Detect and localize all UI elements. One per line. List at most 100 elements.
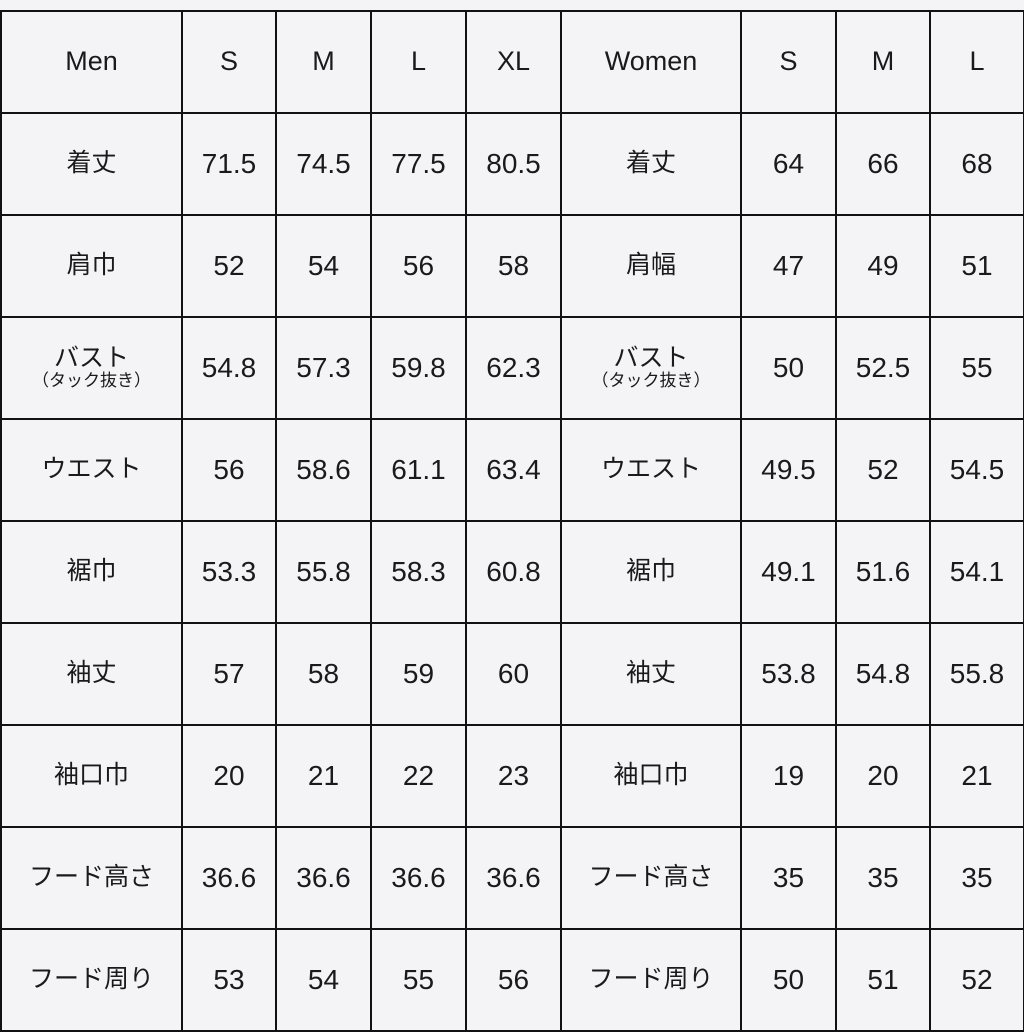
men-value-cell: 59 [370,622,467,726]
table-row: 裾巾 53.3 55.8 58.3 60.8 裾巾 49.1 51.6 54.1 [0,520,1024,624]
header-men-l: L [370,10,467,114]
men-value-cell: 36.6 [370,826,467,930]
women-value-cell: 47 [740,214,837,318]
men-value-cell: 77.5 [370,112,467,216]
women-measure-label: 着丈 [560,112,742,216]
header-men: Men [0,10,183,114]
men-measure-label: ウエスト [0,418,183,522]
women-measure-label: 袖丈 [560,622,742,726]
table-row: ウエスト 56 58.6 61.1 63.4 ウエスト 49.5 52 54.5 [0,418,1024,522]
men-measure-name: フード周り [28,965,154,994]
men-measure-label: 袖口巾 [0,724,183,828]
men-value-cell: 55 [370,928,467,1032]
men-value-cell: 53.3 [181,520,277,624]
men-value-cell: 61.1 [370,418,467,522]
women-value-cell: 68 [929,112,1024,216]
men-value-cell: 63.4 [465,418,562,522]
men-value-cell: 36.6 [275,826,372,930]
men-value-cell: 58.6 [275,418,372,522]
women-measure-name: 袖口巾 [613,761,689,790]
women-value-cell: 55 [929,316,1024,420]
men-value-cell: 36.6 [181,826,277,930]
header-women-m: M [835,10,931,114]
header-men-s: S [181,10,277,114]
women-value-cell: 20 [835,724,931,828]
men-value-cell: 57 [181,622,277,726]
men-measure-label: 裾巾 [0,520,183,624]
men-value-cell: 58 [275,622,372,726]
men-value-cell: 56 [181,418,277,522]
women-value-cell: 35 [835,826,931,930]
women-measure-label: バスト （タック抜き） [560,316,742,420]
men-value-cell: 23 [465,724,562,828]
women-measure-name: 着丈 [625,149,676,178]
men-value-cell: 21 [275,724,372,828]
women-measure-name: フード周り [588,965,714,994]
women-measure-label: フード周り [560,928,742,1032]
women-measure-label: 裾巾 [560,520,742,624]
women-measure-name: 裾巾 [625,557,676,586]
women-value-cell: 66 [835,112,931,216]
men-value-cell: 60 [465,622,562,726]
women-value-cell: 54.8 [835,622,931,726]
men-measure-name: 袖口巾 [53,761,129,790]
men-measure-label: フード周り [0,928,183,1032]
table-row: フード高さ 36.6 36.6 36.6 36.6 フード高さ 35 35 35 [0,826,1024,930]
table-row: 袖口巾 20 21 22 23 袖口巾 19 20 21 [0,724,1024,828]
men-value-cell: 74.5 [275,112,372,216]
header-women: Women [560,10,742,114]
women-measure-note: （タック抜き） [591,371,711,391]
men-measure-label: フード高さ [0,826,183,930]
men-value-cell: 56 [370,214,467,318]
women-measure-name: バスト [613,343,689,372]
women-value-cell: 21 [929,724,1024,828]
men-value-cell: 22 [370,724,467,828]
men-measure-label: 着丈 [0,112,183,216]
men-value-cell: 52 [181,214,277,318]
table-row: フード周り 53 54 55 56 フード周り 50 51 52 [0,928,1024,1032]
women-value-cell: 51 [929,214,1024,318]
men-value-cell: 59.8 [370,316,467,420]
women-value-cell: 35 [740,826,837,930]
table-row: 肩巾 52 54 56 58 肩幅 47 49 51 [0,214,1024,318]
men-measure-name: ウエスト [41,455,142,484]
women-value-cell: 64 [740,112,837,216]
header-row: Men S M L XL Women S M L [0,10,1024,114]
men-measure-name: バスト [53,343,129,372]
men-value-cell: 36.6 [465,826,562,930]
men-measure-name: 裾巾 [66,557,117,586]
women-value-cell: 51 [835,928,931,1032]
men-measure-name: 袖丈 [66,659,117,688]
men-measure-label: 肩巾 [0,214,183,318]
men-measure-label: バスト （タック抜き） [0,316,183,420]
men-value-cell: 20 [181,724,277,828]
women-measure-label: 肩幅 [560,214,742,318]
women-measure-name: フード高さ [588,863,714,892]
men-measure-name: 肩巾 [66,251,117,280]
women-value-cell: 52 [835,418,931,522]
women-measure-name: ウエスト [600,455,701,484]
women-measure-name: 肩幅 [625,251,676,280]
women-value-cell: 50 [740,316,837,420]
men-value-cell: 80.5 [465,112,562,216]
table-row: 袖丈 57 58 59 60 袖丈 53.8 54.8 55.8 [0,622,1024,726]
women-value-cell: 49.1 [740,520,837,624]
men-value-cell: 62.3 [465,316,562,420]
table-row: バスト （タック抜き） 54.8 57.3 59.8 62.3 バスト （タック抜き） 50 52… [0,316,1024,420]
men-value-cell: 56 [465,928,562,1032]
men-measure-name: フード高さ [28,863,154,892]
women-value-cell: 53.8 [740,622,837,726]
men-value-cell: 54 [275,214,372,318]
header-women-s: S [740,10,837,114]
header-men-xl: XL [465,10,562,114]
women-value-cell: 49 [835,214,931,318]
women-value-cell: 51.6 [835,520,931,624]
men-measure-note: （タック抜き） [32,371,151,391]
men-value-cell: 60.8 [465,520,562,624]
women-value-cell: 19 [740,724,837,828]
men-value-cell: 55.8 [275,520,372,624]
men-value-cell: 58 [465,214,562,318]
women-value-cell: 54.1 [929,520,1024,624]
size-chart-table: Men S M L XL Women S M L 着丈 71.5 74.5 77.5 8… [0,10,1024,1032]
women-value-cell: 52.5 [835,316,931,420]
